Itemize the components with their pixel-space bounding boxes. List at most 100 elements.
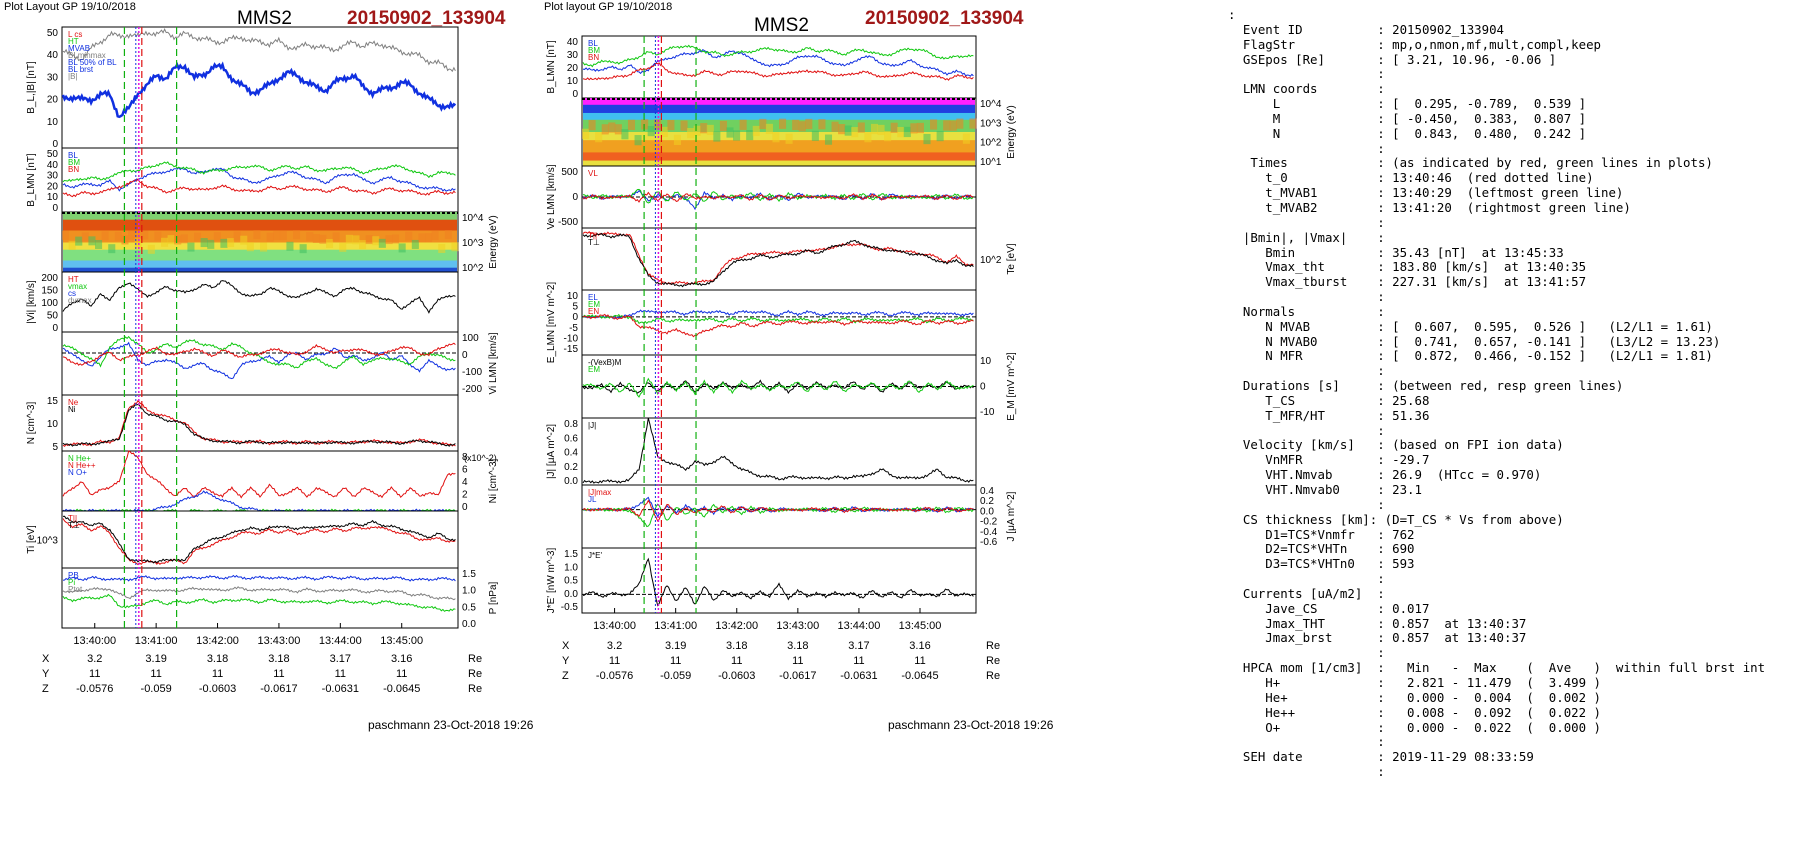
y-tick-label: 5 <box>572 302 578 313</box>
legend-entry: BLminmax <box>68 51 106 60</box>
spectrogram-cell <box>312 233 320 243</box>
y-tick-label: -100 <box>462 367 482 378</box>
spectrogram-cell <box>897 126 905 138</box>
info-line: t_0 : 13:40:46 (red dotted line) <box>1228 170 1594 186</box>
pos-value: 3.18 <box>726 640 747 652</box>
y-tick-label: 0 <box>52 139 58 150</box>
spectrogram-band <box>63 219 457 231</box>
spectrogram-cell <box>378 238 386 248</box>
y-tick-label: 0 <box>572 312 578 323</box>
x-tick-label: 13:43:00 <box>258 635 301 647</box>
info-line: : <box>1228 214 1385 230</box>
info-line: D2=TCS*VHTn : 690 <box>1228 541 1415 557</box>
y-tick-label: 100 <box>462 333 479 344</box>
series-line-b <box>62 27 456 73</box>
spectrogram-cell <box>733 130 741 141</box>
spectrogram-cell <box>824 134 833 145</box>
y-tick-label: 100 <box>41 298 58 309</box>
pos-value: 11 <box>335 668 346 680</box>
panel-frame <box>61 567 459 629</box>
y-tick-label: 500 <box>561 167 578 178</box>
y-scale-label: (x10^-2) <box>464 453 497 463</box>
spectrogram-cell <box>286 241 294 251</box>
y-axis-label: |J| [μA m^-2] <box>546 424 557 479</box>
y-tick-label: 1.5 <box>462 569 476 580</box>
y-axis-label: |Vi| [km/s] <box>26 280 37 324</box>
pos-value: -0.0617 <box>779 670 816 682</box>
legend-entry: N O+ <box>68 468 87 477</box>
y-axis-label: B_LMN [nT] <box>546 40 557 94</box>
spectrogram-cell <box>700 123 708 134</box>
series-line-bm <box>582 44 974 68</box>
y-tick-label: -0.4 <box>980 527 998 538</box>
pos-row-label: X <box>562 640 570 652</box>
spectrogram-cell <box>614 124 622 135</box>
spectrogram-cell <box>147 244 155 254</box>
y-tick-label: 0 <box>52 323 58 334</box>
spectrogram-band <box>63 260 457 268</box>
pos-value: -0.0631 <box>840 670 877 682</box>
x-tick-label: 13:43:00 <box>776 620 819 632</box>
spectrogram-cell <box>260 242 268 252</box>
spectrogram-cell <box>844 125 852 136</box>
spectrogram-cell <box>660 126 668 137</box>
series-line-vexbm <box>582 379 974 395</box>
y-axis-label: Energy (eV) <box>488 215 499 268</box>
info-line: VnMFR : -29.7 <box>1228 452 1430 468</box>
spectrogram-cell <box>831 121 839 132</box>
y-axis-label: J*E' [nW m^-3] <box>546 548 557 614</box>
spectrogram-cell <box>273 231 281 241</box>
spectrogram-cell <box>253 230 261 240</box>
panel-frame <box>581 484 977 549</box>
y-tick-label: 40 <box>47 50 59 61</box>
series-line-bn <box>582 62 974 81</box>
info-line: t_MVAB2 : 13:41:20 (rightmost green line… <box>1228 199 1631 215</box>
info-line: He++ : 0.008 - 0.092 ( 0.022 ) <box>1228 704 1601 720</box>
info-line: HPCA mom [1/cm3] : Min - Max ( Ave ) wit… <box>1228 660 1766 676</box>
spectrogram-cell <box>68 240 76 250</box>
y-axis-label: J [μA m^-2] <box>1006 491 1017 541</box>
y-tick-label: 0.2 <box>980 496 994 507</box>
spectrogram-cell <box>365 235 373 245</box>
info-line: Event ID : 20150902_133904 <box>1228 21 1505 37</box>
y-tick-label: 1.5 <box>564 549 578 560</box>
legend-entry: BN <box>68 165 79 174</box>
pos-value: 3.2 <box>607 640 622 652</box>
spectrogram-cell <box>141 230 149 240</box>
info-line: : <box>1228 140 1385 156</box>
info-line: Currents [uA/m2] : <box>1228 585 1385 601</box>
y-axis-label: N [cm^-3] <box>26 402 37 445</box>
y-tick-label: -0.6 <box>980 537 998 548</box>
spectrogram-cell <box>167 235 175 245</box>
series-line-pb <box>62 574 456 582</box>
y-axis-label: Ni [cm^-3] <box>488 458 499 503</box>
x-tick-label: 13:44:00 <box>319 635 362 647</box>
legend-entry: N He+ <box>68 454 91 463</box>
spectrogram-cell <box>293 230 301 240</box>
x-tick-label: 13:41:00 <box>135 635 178 647</box>
spectrogram-cell <box>851 127 859 138</box>
series-line-je <box>582 557 974 607</box>
spectrogram-cell <box>114 231 122 241</box>
legend-entry: PB <box>68 571 79 580</box>
pos-value: 3.16 <box>391 653 412 665</box>
spectrogram-cell <box>174 235 182 245</box>
info-line: LMN coords : <box>1228 81 1385 97</box>
panel-frame <box>581 417 977 486</box>
spectrogram-cell <box>608 122 616 133</box>
spectrogram-cell <box>779 118 787 129</box>
pos-value: -0.0603 <box>718 670 755 682</box>
info-line: L : [ 0.295, -0.789, 0.539 ] <box>1228 96 1587 112</box>
legend-entry: |J|max <box>588 488 611 497</box>
y-tick-label: 10 <box>567 291 579 302</box>
spectrogram-cell <box>180 234 188 244</box>
pos-value: 3.18 <box>787 640 808 652</box>
panel-frame <box>61 147 459 213</box>
info-line: : <box>1228 289 1385 305</box>
spectrogram-cell <box>687 128 695 139</box>
series-line-vi <box>62 280 456 314</box>
series-line-ven <box>582 191 974 203</box>
spectrogram-cell <box>916 122 924 134</box>
spectrogram-cell <box>910 123 918 134</box>
